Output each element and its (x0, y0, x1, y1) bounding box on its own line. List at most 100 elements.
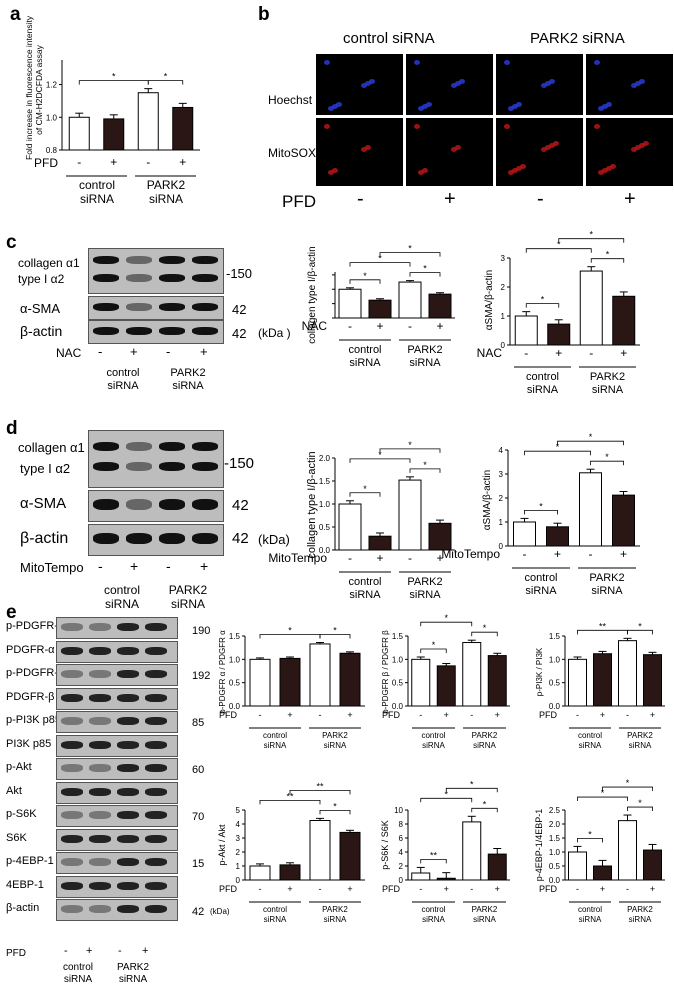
e-mw: 60 (192, 764, 205, 776)
e-blot-label: p-4EBP-1 (6, 855, 54, 867)
y-tick-label: 8 (399, 820, 404, 829)
treatment-sign: + (376, 551, 383, 565)
fluorescence-spot (328, 170, 334, 175)
group-label: siRNA (118, 974, 148, 985)
y-tick-label: 4 (399, 848, 404, 857)
c-sign: + (130, 344, 138, 359)
e-kda: (kDa) (210, 907, 230, 916)
mitosox-image-2 (406, 118, 493, 186)
bar (546, 526, 569, 547)
significance-star: ** (316, 781, 324, 791)
y-tick-label: 2 (499, 494, 504, 503)
e-blot-label: p-Akt (6, 761, 32, 773)
mitosox-image-4 (586, 118, 673, 186)
e-sign: - (64, 945, 68, 957)
treatment-sign: - (408, 319, 412, 333)
c-blot-label: collagen α1 (18, 256, 80, 270)
group-label: PARK2 (472, 731, 498, 740)
e-sign: + (142, 945, 149, 957)
treatment-sign: + (287, 710, 292, 720)
fluorescence-spot (361, 83, 367, 88)
fluorescence-spot (549, 143, 555, 148)
e-blot-label: β-actin (6, 902, 40, 914)
fluorescence-spot (545, 81, 551, 86)
blot-band (89, 764, 111, 772)
treatment-sign: - (319, 710, 322, 720)
treatment-sign: - (470, 710, 473, 720)
bar (309, 643, 331, 707)
panel-a-treatment: PFD (34, 156, 58, 170)
e-group: control siRNA (56, 962, 100, 986)
treatment-sign: + (436, 551, 443, 565)
fluorescence-spot (324, 124, 330, 129)
group-label: control (78, 178, 116, 192)
blot-band (126, 303, 152, 311)
d-blot-label: α-SMA (20, 495, 67, 512)
blot-band (89, 670, 111, 678)
significance-star: ** (599, 621, 607, 631)
significance-bracket (525, 248, 592, 253)
e-blot-label: p-S6K (6, 808, 37, 820)
blot-band (93, 442, 119, 451)
y-tick-label: 0.0 (549, 702, 561, 711)
blot-band (93, 256, 119, 264)
treatment-label: MitoTempo (441, 547, 500, 561)
fluorescence-spot (594, 124, 600, 129)
fluorescence-spot (639, 143, 645, 148)
group-label: siRNA (592, 384, 624, 396)
significance-star: * (378, 254, 382, 264)
treatment-sign: - (589, 346, 593, 360)
blot-band (117, 670, 139, 678)
treatment-sign: - (626, 710, 629, 720)
treatment-sign: - (576, 710, 579, 720)
y-tick-label: 0.0 (549, 876, 561, 885)
significance-star: * (363, 271, 367, 281)
significance-star: * (588, 829, 592, 839)
e-sign: - (118, 945, 122, 957)
c-group: control siRNA (98, 367, 148, 393)
blot-band (145, 811, 167, 819)
blot-band (61, 740, 83, 749)
blot-band (117, 834, 139, 843)
group-label: siRNA (422, 741, 445, 750)
group-label: control (421, 731, 445, 740)
d-sign: - (98, 558, 103, 574)
significance-bracket (590, 460, 624, 466)
significance-star: * (423, 264, 427, 274)
e-group: PARK2 siRNA (108, 962, 158, 986)
significance-star: * (589, 432, 593, 442)
group-label: siRNA (104, 597, 139, 611)
fluorescence-spot (361, 147, 367, 152)
significance-bracket (445, 787, 498, 793)
group-label: control (348, 576, 381, 588)
bar (568, 658, 587, 707)
blot-band (93, 533, 119, 544)
treatment-sign: - (348, 319, 352, 333)
group-label: siRNA (349, 357, 381, 369)
significance-star: * (112, 72, 116, 82)
fluorescence-spot (594, 60, 600, 65)
e-blot-label: p-PDGFR-α (6, 620, 65, 632)
group-label: siRNA (63, 974, 93, 985)
fluorescence-spot (631, 147, 637, 152)
bar (487, 655, 507, 707)
bar (612, 494, 635, 547)
fluorescence-spot (635, 81, 641, 86)
significance-bracket (379, 448, 441, 453)
significance-bracket (627, 629, 653, 635)
fluorescence-spot (610, 164, 616, 169)
blot-band (126, 327, 152, 335)
blot-band (61, 717, 83, 725)
y-tick-label: 1.5 (229, 632, 241, 641)
blot-band (61, 693, 83, 702)
y-tick-label: 2 (236, 848, 241, 857)
blot-band (145, 717, 167, 725)
blot-band (126, 462, 152, 471)
blot-band (192, 303, 218, 311)
treatment-sign: - (626, 884, 629, 894)
group-label: control (62, 962, 93, 973)
group-label: siRNA (264, 915, 287, 924)
treatment-sign: + (495, 710, 500, 720)
treatment-label: PFD (219, 710, 238, 720)
treatment-sign: + (555, 346, 562, 360)
